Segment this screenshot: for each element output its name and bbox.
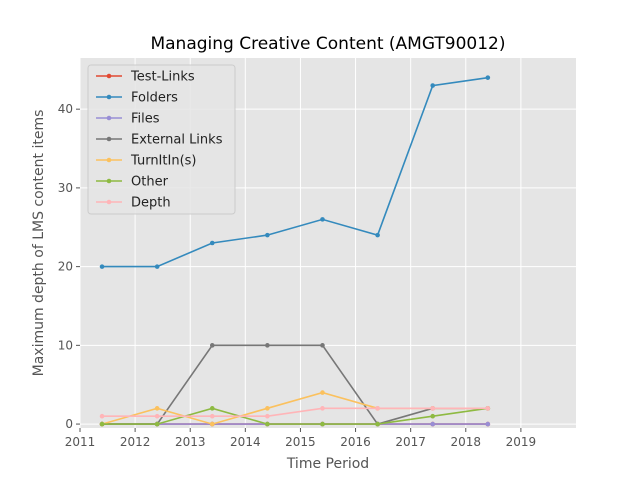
- data-point-folders: [265, 232, 270, 238]
- data-point-depth: [265, 413, 270, 419]
- data-point-folders: [154, 264, 160, 269]
- series-line-depth: [102, 407, 488, 418]
- x-tick-label: 2017: [395, 435, 426, 449]
- data-point-files: [485, 421, 491, 427]
- data-point-other: [320, 421, 325, 427]
- legend-marker-folders: [106, 94, 112, 100]
- y-ticks: 0 10 20 30 40: [58, 102, 80, 431]
- legend-label-folders: Folders: [131, 91, 178, 106]
- legend-label-other: Other: [131, 175, 169, 190]
- x-tick-label: 2012: [120, 435, 151, 449]
- x-tick-label: 2018: [451, 435, 482, 449]
- legend-marker-depth: [106, 199, 112, 205]
- series-line-folders: [102, 76, 488, 268]
- x-axis-label: Time Period: [286, 456, 369, 472]
- series-line-other: [102, 407, 488, 425]
- y-axis-label: Maximum depth of LMS content items: [31, 110, 47, 377]
- data-point-depth: [154, 413, 160, 419]
- data-point-depth: [209, 413, 215, 419]
- data-point-other: [375, 421, 380, 427]
- data-point-turnitin-s: [209, 421, 215, 427]
- data-point-depth: [430, 406, 436, 411]
- x-tick-label: 2019: [506, 435, 537, 449]
- data-point-folders: [209, 240, 215, 246]
- data-point-folders: [320, 217, 325, 222]
- data-point-turnitin-s: [265, 406, 270, 411]
- data-point-other: [430, 413, 436, 419]
- data-point-other: [209, 406, 215, 411]
- data-point-folders: [485, 75, 491, 80]
- data-point-external-links: [209, 343, 215, 348]
- data-point-depth: [99, 413, 105, 419]
- legend-marker-files: [106, 115, 112, 121]
- data-point-depth: [320, 406, 325, 411]
- data-point-folders: [430, 83, 436, 88]
- y-tick-label: 0: [65, 417, 73, 431]
- y-tick-label: 10: [58, 338, 73, 352]
- legend-label-turnitin-s: TurnItIn(s): [130, 154, 196, 169]
- legend-marker-test-links: [106, 73, 112, 79]
- y-tick-label: 40: [58, 102, 73, 116]
- data-point-external-links: [265, 343, 270, 348]
- x-tick-label: 2011: [65, 435, 96, 449]
- series-group: [99, 75, 491, 427]
- data-point-turnitin-s: [320, 390, 325, 395]
- legend-label-depth: Depth: [131, 196, 171, 211]
- y-tick-label: 30: [58, 181, 73, 195]
- data-point-other: [99, 421, 105, 427]
- x-tick-label: 2015: [285, 435, 316, 449]
- x-tick-label: 2016: [340, 435, 371, 449]
- data-point-external-links: [320, 343, 325, 348]
- data-point-other: [265, 421, 270, 427]
- legend-label-test-links: Test-Links: [130, 70, 195, 85]
- legend-marker-other: [106, 178, 112, 184]
- legend: Test-Links Folders Files External Links Turn…: [87, 64, 236, 215]
- legend-marker-external-links: [106, 136, 112, 142]
- x-tick-label: 2013: [175, 435, 206, 449]
- data-point-depth: [375, 406, 380, 411]
- y-tick-label: 20: [58, 260, 73, 274]
- x-ticks: 2011 2012 2013 2014 2015 2016 2017 2018 2019: [65, 428, 536, 449]
- data-point-files: [430, 421, 436, 427]
- legend-marker-turnitin-s: [106, 157, 112, 163]
- legend-label-external-links: External Links: [131, 133, 223, 148]
- data-point-folders: [375, 232, 380, 238]
- legend-label-files: Files: [131, 112, 160, 127]
- series-depth: [99, 406, 491, 419]
- data-point-depth: [485, 406, 491, 411]
- series-folders: [99, 75, 491, 269]
- chart-title: Managing Creative Content (AMGT90012): [150, 34, 505, 54]
- data-point-turnitin-s: [154, 406, 160, 411]
- legend-box: [87, 64, 236, 215]
- x-tick-label: 2014: [230, 435, 261, 449]
- data-point-other: [154, 421, 160, 427]
- data-point-folders: [99, 264, 105, 269]
